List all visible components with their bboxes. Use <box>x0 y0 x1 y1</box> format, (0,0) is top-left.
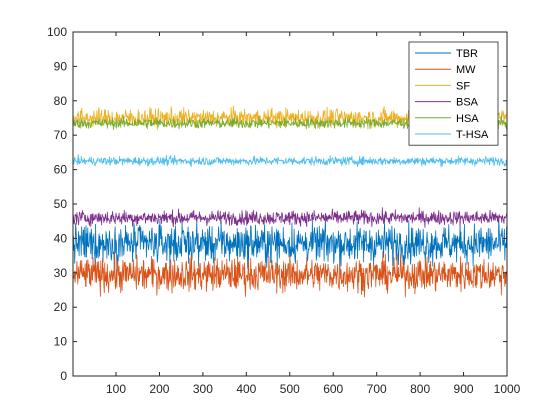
legend-label-tbr: TBR <box>456 48 478 60</box>
x-tick-label: 900 <box>454 382 474 396</box>
series-line-mw <box>72 251 508 298</box>
x-tick-label: 600 <box>323 382 343 396</box>
axes-layer: 0 10 20 30 40 50 60 70 80 90 100 100 200 300 400 500 600… <box>47 25 521 396</box>
y-tick-label: 80 <box>54 94 68 108</box>
x-tick-label: 100 <box>106 382 126 396</box>
x-tick-label: 500 <box>280 382 300 396</box>
legend-label-bsa: BSA <box>456 97 479 109</box>
legend-label-t-hsa: T-HSA <box>456 129 489 141</box>
series-line-t-hsa <box>72 154 508 168</box>
y-tick-label: 50 <box>54 197 68 211</box>
legend-box <box>408 41 499 146</box>
x-tick-label: 300 <box>193 382 213 396</box>
legend: TBR MW SF BSA HSA T-HSA <box>408 41 499 146</box>
x-tick-label: 800 <box>410 382 430 396</box>
y-tick-label: 100 <box>47 25 67 39</box>
series-layer <box>72 105 508 298</box>
y-tick-label: 0 <box>60 369 67 383</box>
x-tick-label: 1000 <box>494 382 521 396</box>
y-tick-label: 60 <box>54 163 68 177</box>
x-tick-label: 200 <box>149 382 169 396</box>
x-tick-label: 700 <box>367 382 387 396</box>
y-tick-label: 40 <box>54 231 68 245</box>
series-line-bsa <box>72 207 508 228</box>
legend-label-hsa: HSA <box>456 113 479 125</box>
y-tick-label: 90 <box>54 59 68 73</box>
x-tick-label: 400 <box>236 382 256 396</box>
legend-label-mw: MW <box>456 64 476 76</box>
y-tick-label: 30 <box>54 266 68 280</box>
y-tick-label: 10 <box>54 335 68 349</box>
y-tick-label: 20 <box>54 300 68 314</box>
legend-label-sf: SF <box>456 80 470 92</box>
y-tick-label: 70 <box>54 128 68 142</box>
